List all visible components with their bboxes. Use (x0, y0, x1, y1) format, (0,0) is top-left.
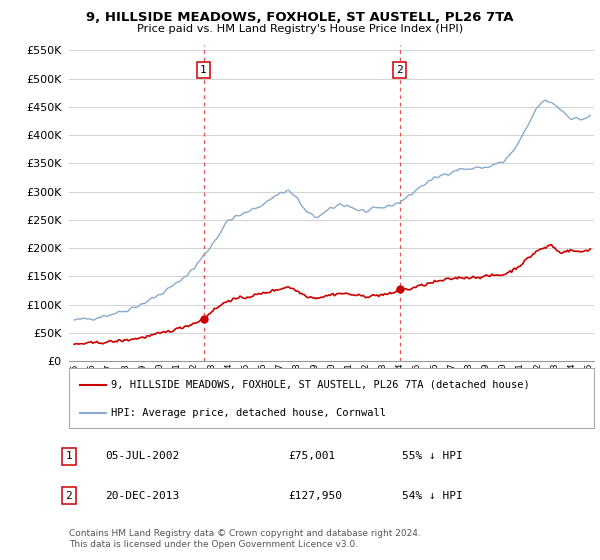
Text: 1: 1 (65, 451, 73, 461)
Text: 1: 1 (200, 65, 207, 75)
Text: Contains HM Land Registry data © Crown copyright and database right 2024.
This d: Contains HM Land Registry data © Crown c… (69, 529, 421, 549)
Text: 54% ↓ HPI: 54% ↓ HPI (402, 491, 463, 501)
Text: HPI: Average price, detached house, Cornwall: HPI: Average price, detached house, Corn… (111, 408, 386, 418)
Text: 20-DEC-2013: 20-DEC-2013 (105, 491, 179, 501)
Text: 05-JUL-2002: 05-JUL-2002 (105, 451, 179, 461)
Text: 2: 2 (396, 65, 403, 75)
Text: 9, HILLSIDE MEADOWS, FOXHOLE, ST AUSTELL, PL26 7TA (detached house): 9, HILLSIDE MEADOWS, FOXHOLE, ST AUSTELL… (111, 380, 530, 390)
Text: £127,950: £127,950 (288, 491, 342, 501)
Text: 55% ↓ HPI: 55% ↓ HPI (402, 451, 463, 461)
Text: £75,001: £75,001 (288, 451, 335, 461)
Text: 2: 2 (65, 491, 73, 501)
Text: Price paid vs. HM Land Registry's House Price Index (HPI): Price paid vs. HM Land Registry's House … (137, 24, 463, 34)
Text: 9, HILLSIDE MEADOWS, FOXHOLE, ST AUSTELL, PL26 7TA: 9, HILLSIDE MEADOWS, FOXHOLE, ST AUSTELL… (86, 11, 514, 24)
